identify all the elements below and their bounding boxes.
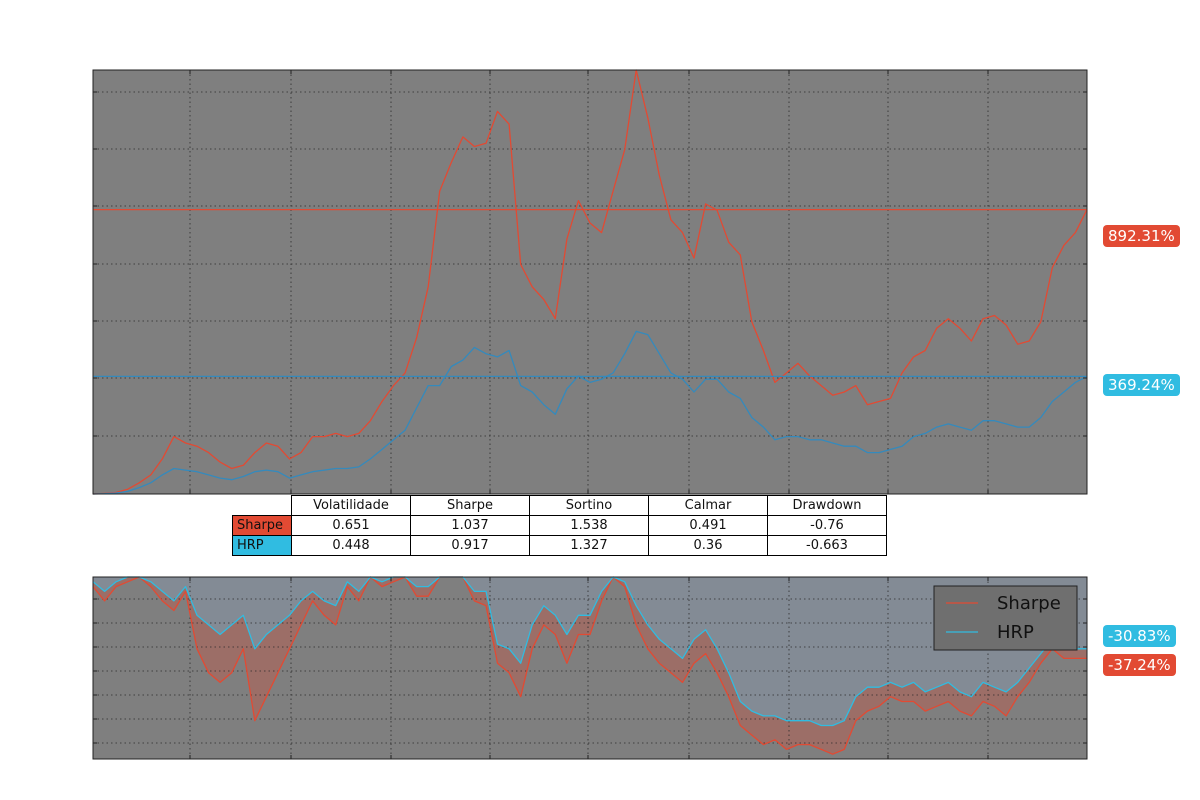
returns-plot-area bbox=[93, 70, 1087, 494]
hrp-last-value-label: 369.24% bbox=[1103, 374, 1180, 396]
table-cell: 0.36 bbox=[648, 535, 768, 556]
drawdown-plot-frame bbox=[92, 576, 1088, 760]
table-cell: 1.327 bbox=[529, 535, 649, 556]
metrics-header-row: Volatilidade Sharpe Sortino Calmar Drawd… bbox=[233, 495, 887, 516]
returns-plot-frame bbox=[92, 69, 1088, 495]
hrp-drawdown-area bbox=[93, 577, 1087, 726]
table-cell: 1.538 bbox=[529, 515, 649, 536]
table-cell: 0.917 bbox=[410, 535, 530, 556]
table-cell: 0.448 bbox=[291, 535, 411, 556]
table-cell: 1.037 bbox=[410, 515, 530, 536]
table-cell: 0.651 bbox=[291, 515, 411, 536]
sharpe-returns-line bbox=[92, 69, 1088, 495]
sharpe-drawdown-line bbox=[92, 576, 1087, 755]
table-row: Sharpe 0.651 1.037 1.538 0.491 -0.76 bbox=[232, 515, 887, 536]
table-corner bbox=[233, 496, 292, 516]
hrp-drawdown-last-label: -30.83% bbox=[1103, 625, 1176, 647]
sharpe-last-value-label: 892.31% bbox=[1103, 225, 1180, 247]
hrp-legend-label: HRP bbox=[997, 622, 1034, 643]
row-label-sharpe: Sharpe bbox=[232, 515, 292, 536]
legend-box bbox=[933, 585, 1078, 651]
col-sharpe: Sharpe bbox=[410, 495, 530, 516]
sharpe-drawdown-last-label: -37.24% bbox=[1103, 654, 1176, 676]
hrp-returns-line bbox=[92, 330, 1088, 495]
table-row: HRP 0.448 0.917 1.327 0.36 -0.663 bbox=[232, 535, 887, 556]
table-cell: -0.663 bbox=[767, 535, 887, 556]
sharpe-legend-label: Sharpe bbox=[997, 593, 1061, 614]
row-label-hrp: HRP bbox=[232, 535, 292, 556]
table-cell: -0.76 bbox=[767, 515, 887, 536]
drawdown-plot-area bbox=[93, 577, 1087, 759]
col-drawdown: Drawdown bbox=[767, 495, 887, 516]
drawdown-legend: Sharpe HRP bbox=[933, 585, 1078, 651]
hrp-drawdown-line bbox=[92, 576, 1087, 727]
table-cell: 0.491 bbox=[648, 515, 768, 536]
metrics-table: Volatilidade Sharpe Sortino Calmar Drawd… bbox=[232, 495, 887, 556]
col-sortino: Sortino bbox=[529, 495, 649, 516]
col-calmar: Calmar bbox=[648, 495, 768, 516]
col-volatilidade: Volatilidade bbox=[291, 495, 411, 516]
